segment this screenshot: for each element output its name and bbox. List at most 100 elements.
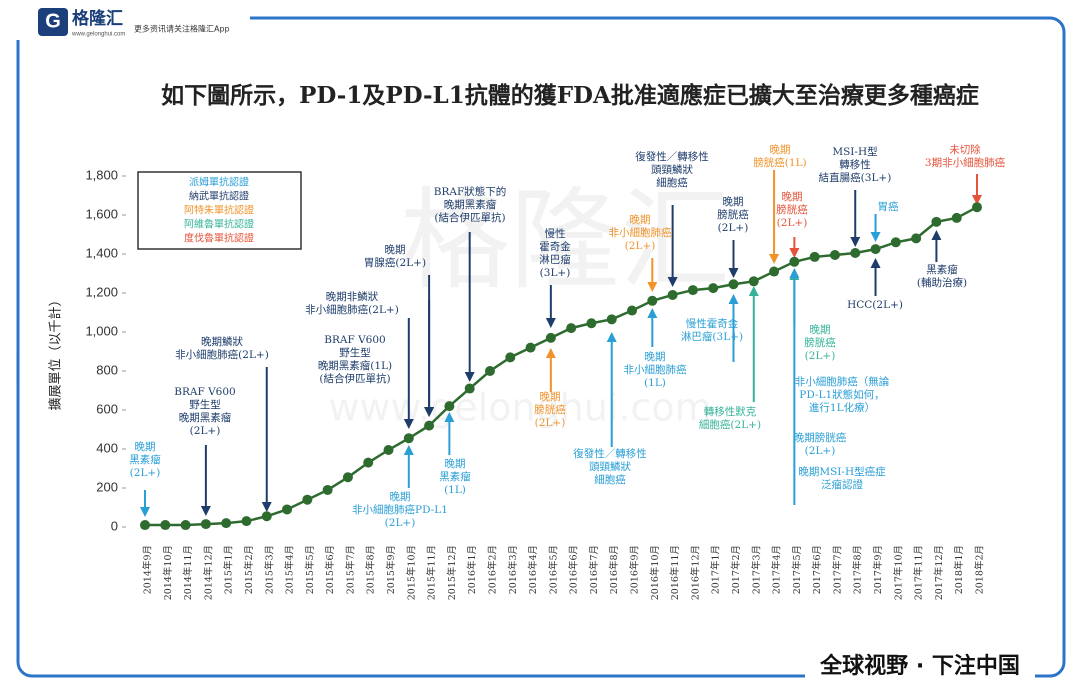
data-point (342, 472, 353, 483)
y-tick-label: 0 (111, 518, 118, 533)
data-point (140, 520, 150, 531)
data-point (687, 285, 698, 296)
annotation-text: PD-L1狀態如何， (799, 388, 884, 401)
data-point (911, 233, 922, 244)
x-tick-label: 2014年11月 (182, 545, 194, 600)
annotation-text: MSI-H型 (832, 145, 877, 158)
data-point (972, 202, 982, 213)
data-point (870, 244, 881, 255)
x-tick-label: 2017年7月 (831, 545, 843, 594)
annotation-text: (2L+) (130, 467, 161, 479)
x-tick-label: 2016年10月 (649, 545, 661, 600)
annotation-text: 晚期 (135, 441, 156, 453)
data-point (505, 352, 516, 363)
data-point (829, 249, 840, 260)
annotation-text: 胃腺癌(2L+) (364, 256, 426, 269)
x-tick-label: 2015年2月 (243, 545, 255, 594)
annotation-text: 晚期黑素瘤 (444, 198, 497, 211)
data-point (322, 484, 333, 495)
annotation-text: 非小細胞肺癌 (624, 363, 687, 376)
x-tick-label: 2016年6月 (568, 545, 580, 594)
annotation-text: (3L+) (540, 267, 571, 279)
logo-text: 格隆汇 (72, 8, 123, 29)
annotation-text: 膀胱癌 (804, 336, 836, 349)
annotation-text: 結直腸癌(3L+) (819, 171, 892, 184)
annotation-text: (2L+) (385, 517, 416, 529)
annotation-text: 晚期 (385, 244, 406, 256)
annotation-text: 晚期 (723, 196, 744, 208)
annotation-text: 非小細胞肺癌（無論 (795, 375, 890, 388)
data-point (586, 318, 597, 329)
annotation-text: 晚期 (782, 191, 803, 203)
x-tick-label: 2015年12月 (446, 545, 458, 600)
annotation-text: 晚期黑素瘤 (179, 411, 232, 424)
x-tick-label: 2014年10月 (162, 545, 174, 600)
annotation-text: 膀胱癌 (776, 203, 808, 216)
x-tick-label: 2015年6月 (324, 545, 336, 594)
annotation-text: (2L+) (718, 222, 749, 234)
data-point (850, 248, 861, 259)
annotation-text: 復發性／轉移性 (573, 447, 647, 460)
data-point (769, 266, 780, 277)
x-tick-label: 2017年11月 (913, 545, 925, 600)
x-tick-label: 2016年9月 (629, 545, 641, 594)
annotation-text: 膀胱癌(1L) (753, 156, 806, 169)
annotation-text: 晚期MSI-H型癌症 (798, 465, 886, 478)
x-tick-label: 2017年6月 (811, 545, 823, 594)
logo-glyph: G (45, 10, 61, 32)
data-point (383, 444, 394, 455)
data-point (363, 457, 374, 468)
annotation-text: 晚期 (540, 391, 561, 403)
x-tick-label: 2017年3月 (750, 545, 762, 594)
annotation-text: 轉移性 (839, 158, 871, 171)
x-tick-label: 2014年12月 (202, 545, 214, 600)
annotation-text: 晚期 (390, 491, 411, 503)
x-tick-label: 2015年1月 (223, 545, 235, 594)
y-tick-label: 600 (96, 401, 118, 416)
data-point (180, 520, 191, 531)
data-point (809, 251, 820, 262)
data-point (282, 504, 293, 515)
annotation-text: 黑素瘤 (129, 453, 161, 466)
annotation-text: BRAF狀態下的 (434, 185, 507, 198)
annotation-text: 黑素瘤 (926, 263, 958, 276)
data-point (627, 305, 638, 316)
annotation-text: 頭頸鱗狀 (589, 460, 631, 473)
x-tick-label: 2016年2月 (486, 545, 498, 594)
legend-entry: 阿特朱單抗認證 (184, 204, 254, 217)
data-point (708, 283, 719, 294)
x-tick-label: 2015年5月 (304, 545, 316, 594)
legend-entry: 派姆單抗認證 (189, 176, 249, 189)
x-tick-label: 2016年11月 (669, 545, 681, 600)
x-tick-label: 2016年8月 (608, 545, 620, 594)
x-tick-label: 2015年10月 (405, 545, 417, 600)
annotation-text: 慢性 (545, 227, 566, 240)
data-point (789, 256, 800, 267)
x-tick-label: 2017年2月 (730, 545, 742, 594)
annotation-text: 晚期 (645, 351, 666, 363)
x-tick-label: 2017年9月 (872, 545, 884, 594)
data-point (424, 420, 435, 431)
annotation-text: 頭頸鱗狀 (651, 163, 693, 176)
annotation-text: (1L) (444, 484, 466, 496)
logo-icon (38, 8, 68, 36)
chart-title: 如下圖所示，PD-1及PD-L1抗體的獲FDA批准適應症已擴大至治療更多種癌症 (161, 82, 979, 109)
annotation-text: 慢性霍奇金 (686, 317, 739, 330)
data-point (160, 520, 171, 531)
annotation-text: 淋巴瘤 (539, 253, 571, 266)
legend-entry: 阿維魯單抗認證 (184, 218, 254, 231)
annotation-text: (2L+) (805, 445, 836, 457)
data-point (221, 518, 232, 529)
x-tick-label: 2017年4月 (771, 545, 783, 594)
annotation-text: 晚期膀胱癌 (794, 431, 847, 444)
y-tick-label: 800 (96, 362, 118, 377)
annotation-text: (結合伊匹單抗) (319, 372, 390, 385)
annotation-text: 未切除 (949, 143, 981, 156)
annotation-text: (2L+) (805, 350, 836, 362)
x-tick-label: 2015年11月 (426, 545, 438, 600)
x-tick-label: 2015年9月 (385, 545, 397, 594)
annotation-text: 非小細胞肺癌(2L+) (305, 303, 399, 316)
footer-slogan: 全球视野 · 下注中国 (819, 653, 1020, 679)
